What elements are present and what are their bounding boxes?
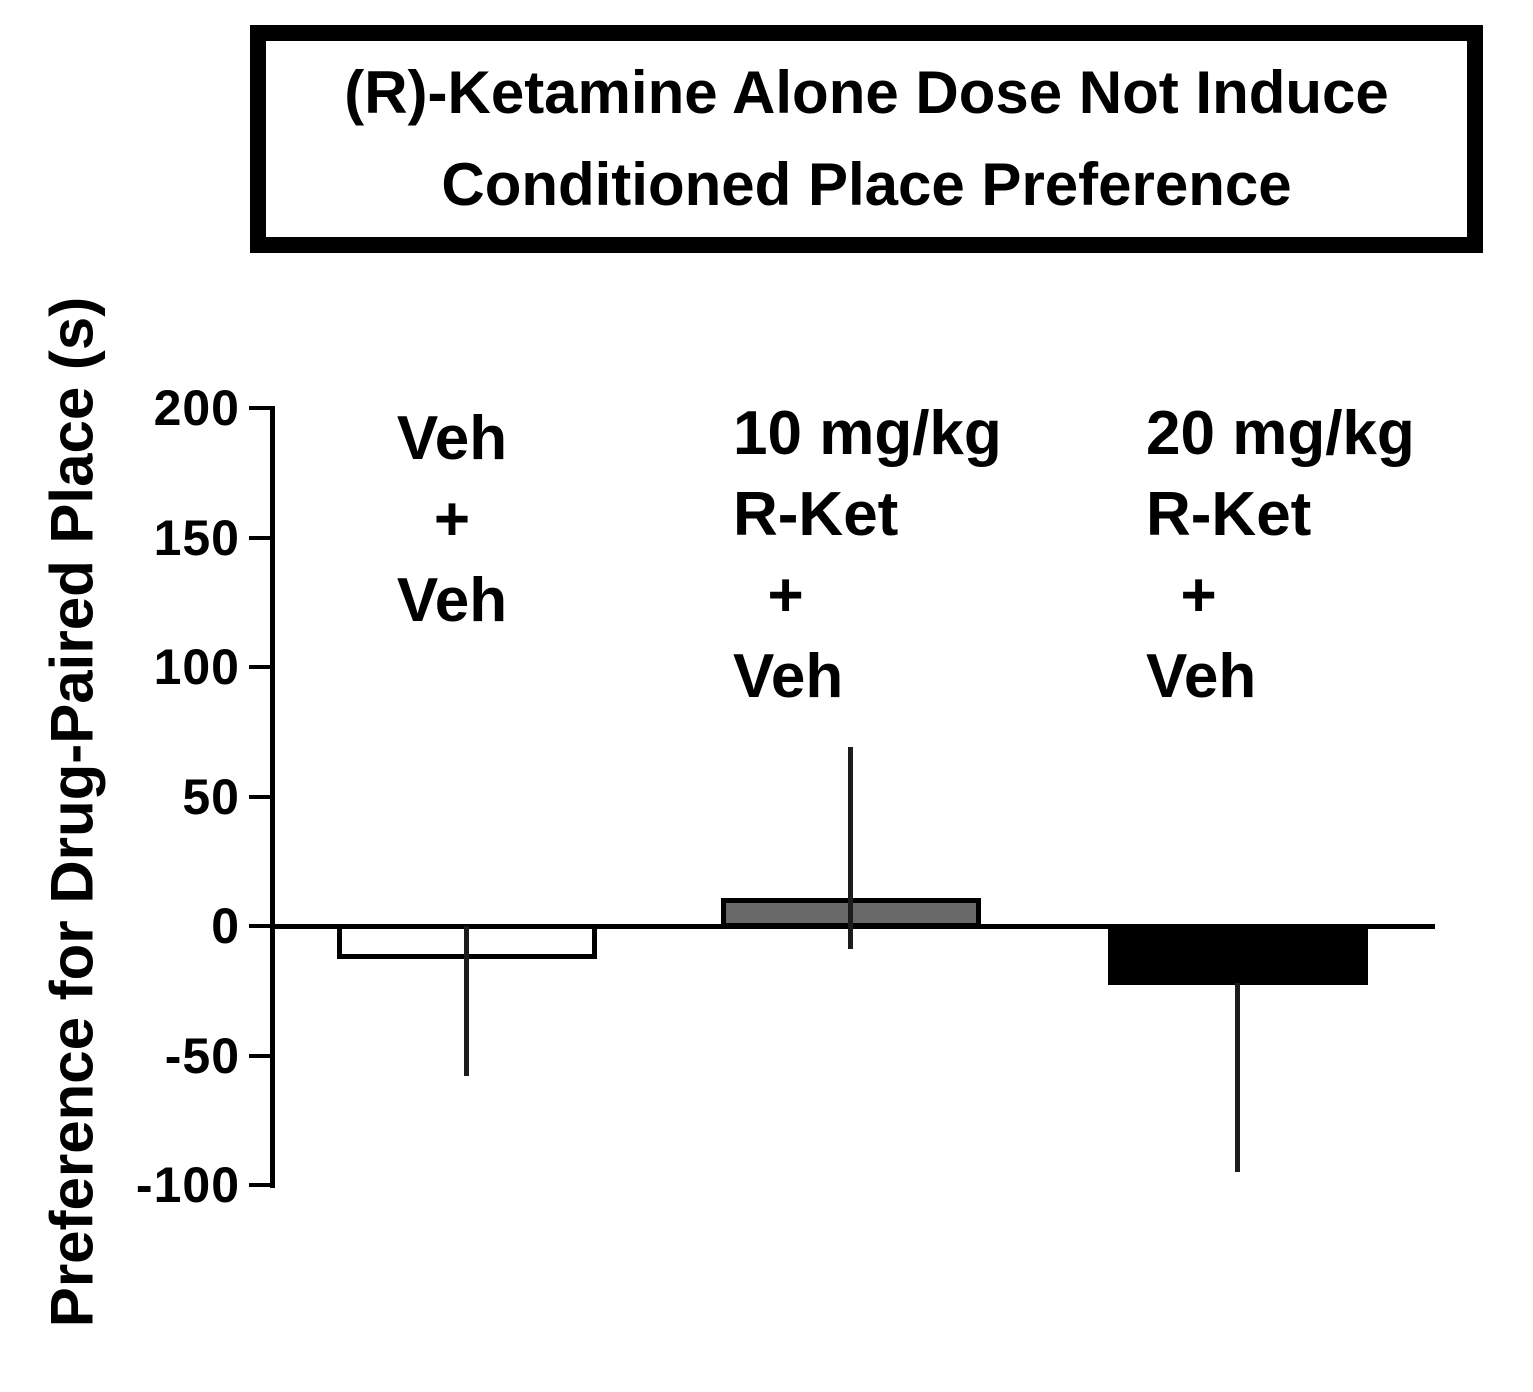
y-tick-label-100: 100 xyxy=(153,639,240,695)
y-tick-label-50: 50 xyxy=(182,768,240,825)
group-label-10mgkg-rket-veh: 10 mg/kg R-Ket + Veh xyxy=(733,399,1002,711)
chart-title-box: (R)-Ketamine Alone Dose Not Induce Condi… xyxy=(250,25,1483,253)
chart-title-line-1: (R)-Ketamine Alone Dose Not Induce xyxy=(344,59,1389,126)
error-bar-10-mg-kg-r-ket-veh xyxy=(848,747,853,950)
y-tick-label--100: -100 xyxy=(135,1157,240,1213)
y-tick--100 xyxy=(249,1183,273,1187)
bar-20-mg-kg-r-ket-veh xyxy=(1108,924,1368,985)
y-tick-label-200: 200 xyxy=(153,380,240,436)
y-tick-100 xyxy=(249,665,273,669)
group-label-20mgkg-rket-veh: 20 mg/kg R-Ket + Veh xyxy=(1146,399,1415,711)
error-bar-veh-veh xyxy=(464,926,469,1077)
y-tick-label--50: -50 xyxy=(164,1027,240,1084)
y-tick-150 xyxy=(249,535,273,540)
error-bar-20-mg-kg-r-ket-veh xyxy=(1235,982,1240,1173)
y-tick-0 xyxy=(249,924,273,928)
y-tick-200 xyxy=(249,406,273,410)
group-label-veh-veh: Veh + Veh xyxy=(396,404,508,635)
y-tick-label-0: 0 xyxy=(211,898,240,954)
chart-title-line-2: Conditioned Place Preference xyxy=(441,151,1292,218)
y-tick-50 xyxy=(249,794,273,799)
y-tick--50 xyxy=(249,1053,273,1058)
y-tick-label-150: 150 xyxy=(153,509,240,566)
